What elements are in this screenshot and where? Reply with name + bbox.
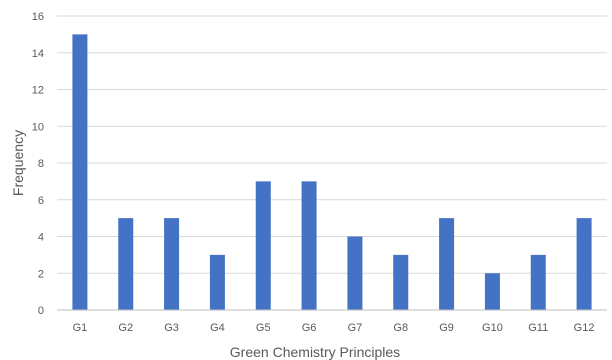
x-tick-label: G12	[574, 322, 595, 334]
x-tick-label: G8	[393, 322, 408, 334]
x-tick-label: G2	[118, 322, 133, 334]
bar-g11	[530, 254, 546, 310]
y-tick-label: 0	[38, 305, 44, 317]
y-tick-label: 14	[32, 48, 44, 60]
y-tick-label: 4	[38, 232, 44, 244]
x-tick-label: G6	[302, 322, 317, 334]
bar-g8	[393, 254, 409, 310]
x-tick-label: G10	[482, 322, 503, 334]
y-tick-labels: 0 2 4 6 8 10 12 14 16	[32, 11, 44, 317]
x-tick-label: G4	[210, 322, 225, 334]
bar-g10	[484, 273, 500, 310]
bar-g2	[118, 218, 134, 310]
y-axis-title: Frequency	[10, 130, 26, 196]
bar-g7	[347, 236, 363, 310]
bar-g9	[439, 218, 455, 310]
gridlines	[57, 15, 607, 274]
x-tick-label: G7	[348, 322, 363, 334]
bars	[72, 34, 592, 310]
y-tick-label: 16	[32, 11, 44, 23]
bar-g3	[164, 218, 180, 310]
y-tick-label: 8	[38, 158, 44, 170]
y-tick-label: 2	[38, 268, 44, 280]
x-tick-label: G11	[528, 322, 548, 334]
x-tick-label: G3	[164, 322, 179, 334]
bar-g5	[255, 181, 271, 310]
y-tick-label: 10	[32, 121, 44, 133]
bar-g12	[576, 218, 592, 310]
x-axis-title: Green Chemistry Principles	[230, 344, 400, 360]
x-tick-label: G5	[256, 322, 271, 334]
bar-g1	[72, 34, 88, 310]
y-tick-label: 12	[32, 85, 44, 97]
bar-g4	[209, 254, 225, 310]
x-tick-labels: G1 G2 G3 G4 G5 G6 G7 G8 G9 G10 G11 G12	[73, 322, 595, 334]
x-tick-label: G1	[73, 322, 88, 334]
bar-g6	[301, 181, 317, 310]
y-tick-label: 6	[38, 195, 44, 207]
x-tick-label: G9	[439, 322, 454, 334]
